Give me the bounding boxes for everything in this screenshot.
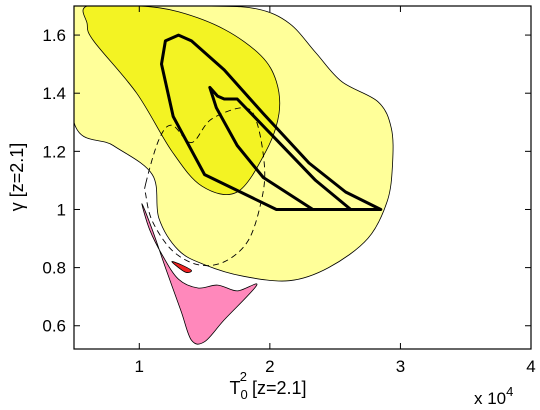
x-axis: 1 2 3 4 [135,6,536,376]
x-tick-label: 3 [396,357,405,376]
x-tick-label: 2 [265,357,274,376]
y-tick-label: 1.6 [42,26,66,45]
dashed-contour [144,107,266,267]
y-tick-label: 0.6 [42,317,66,336]
y-tick-label: 1 [57,200,66,219]
contour-lines [144,33,383,267]
pink-region [141,203,258,345]
plot-frame [73,5,532,350]
x-axis-label: T02 [z=2.1] [229,369,306,402]
thick-contour-outer [160,33,383,211]
small-red-region [171,261,192,273]
x-tick-label: 1 [135,357,144,376]
x-axis-multiplier: x 104 [474,384,513,408]
y-tick-label: 1.2 [42,142,66,161]
y-axis: 0.6 0.8 1 1.2 1.4 1.6 [42,26,531,336]
contour-regions [74,6,394,345]
thick-contour-inner [208,85,353,211]
x-tick-label: 4 [526,357,535,376]
y-tick-label: 1.4 [42,84,66,103]
y-tick-label: 0.8 [42,259,66,278]
y-axis-label: γ [z=2.1] [7,143,27,212]
inner-yellow-region [82,6,281,195]
